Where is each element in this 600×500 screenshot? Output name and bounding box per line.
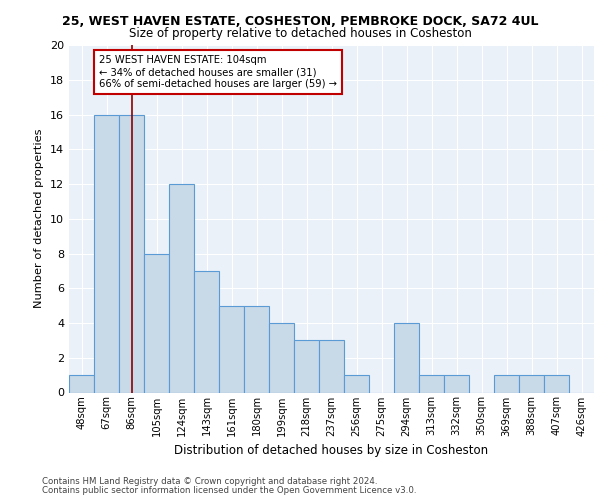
Bar (344, 375, 369, 392)
Bar (169, 184, 194, 392)
X-axis label: Distribution of detached houses by size in Cosheston: Distribution of detached houses by size … (175, 444, 488, 457)
Bar (544, 375, 569, 392)
Y-axis label: Number of detached properties: Number of detached properties (34, 129, 44, 308)
Text: Contains HM Land Registry data © Crown copyright and database right 2024.: Contains HM Land Registry data © Crown c… (42, 477, 377, 486)
Text: Size of property relative to detached houses in Cosheston: Size of property relative to detached ho… (128, 28, 472, 40)
Text: Contains public sector information licensed under the Open Government Licence v3: Contains public sector information licen… (42, 486, 416, 495)
Bar (119, 114, 144, 392)
Bar (444, 375, 469, 392)
Bar (269, 323, 294, 392)
Bar (194, 271, 219, 392)
Bar (519, 375, 544, 392)
Bar (394, 323, 419, 392)
Bar (244, 306, 269, 392)
Bar (69, 375, 94, 392)
Bar (419, 375, 444, 392)
Bar (94, 114, 119, 392)
Bar (494, 375, 519, 392)
Bar (144, 254, 169, 392)
Text: 25, WEST HAVEN ESTATE, COSHESTON, PEMBROKE DOCK, SA72 4UL: 25, WEST HAVEN ESTATE, COSHESTON, PEMBRO… (62, 15, 538, 28)
Bar (294, 340, 319, 392)
Text: 25 WEST HAVEN ESTATE: 104sqm
← 34% of detached houses are smaller (31)
66% of se: 25 WEST HAVEN ESTATE: 104sqm ← 34% of de… (99, 56, 337, 88)
Bar (319, 340, 344, 392)
Bar (219, 306, 244, 392)
